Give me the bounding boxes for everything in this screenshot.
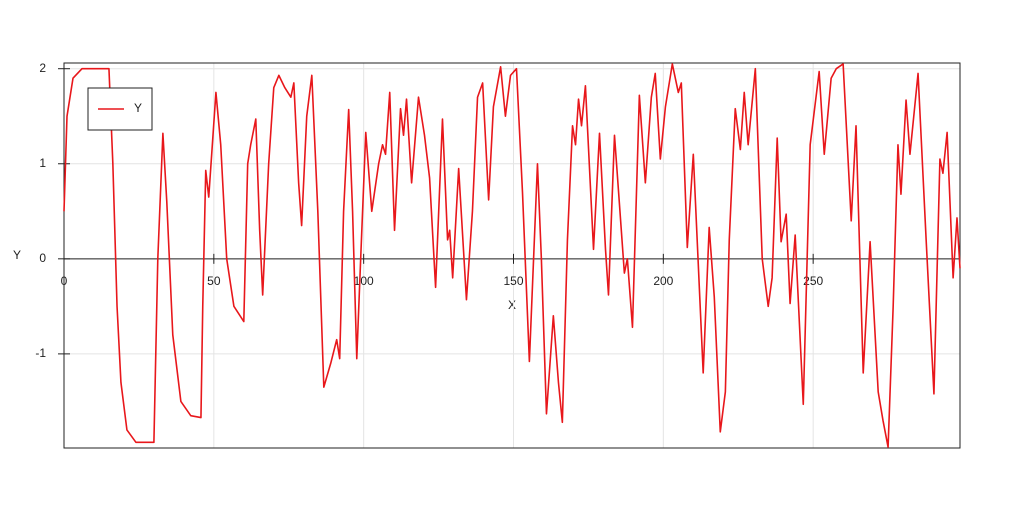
y-tick-label: 1 bbox=[39, 156, 46, 170]
x-tick-label: 0 bbox=[61, 274, 68, 288]
x-tick-label: 200 bbox=[653, 274, 673, 288]
plot-frame bbox=[63, 62, 961, 449]
y-tick-label: -1 bbox=[35, 346, 46, 360]
y-tick-label: 0 bbox=[39, 251, 46, 265]
x-tick-label: 150 bbox=[503, 274, 523, 288]
data-line bbox=[63, 63, 961, 448]
x-axis-label: X bbox=[508, 298, 516, 312]
legend: Y bbox=[87, 87, 153, 131]
x-tick-label: 250 bbox=[803, 274, 823, 288]
x-tick-label: 50 bbox=[207, 274, 221, 288]
y-tick-label: 2 bbox=[39, 61, 46, 75]
legend-label: Y bbox=[134, 101, 142, 115]
x-tick-label: 100 bbox=[354, 274, 374, 288]
y-axis-label: Y bbox=[13, 248, 21, 262]
